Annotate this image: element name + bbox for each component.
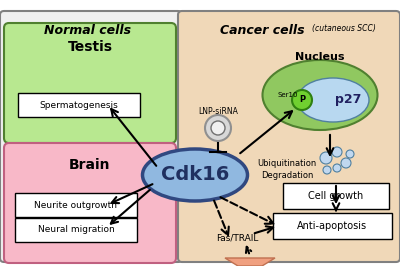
Text: (cutaneous SCC): (cutaneous SCC) bbox=[312, 24, 376, 33]
Ellipse shape bbox=[297, 78, 369, 122]
FancyBboxPatch shape bbox=[273, 213, 392, 239]
Text: p27: p27 bbox=[335, 94, 361, 106]
Text: Ubiquitination: Ubiquitination bbox=[257, 159, 317, 168]
Polygon shape bbox=[225, 258, 275, 266]
Text: Nucleus: Nucleus bbox=[295, 52, 345, 62]
Text: Cancer cells: Cancer cells bbox=[220, 24, 304, 37]
Text: Degradation: Degradation bbox=[261, 171, 313, 180]
FancyBboxPatch shape bbox=[283, 183, 389, 209]
Text: Cdk16: Cdk16 bbox=[161, 165, 229, 185]
Circle shape bbox=[341, 158, 351, 168]
Text: Fas/TRAIL: Fas/TRAIL bbox=[216, 234, 258, 243]
Circle shape bbox=[323, 166, 331, 174]
Circle shape bbox=[346, 150, 354, 158]
Circle shape bbox=[333, 164, 341, 172]
Text: Brain: Brain bbox=[69, 158, 111, 172]
Text: P: P bbox=[299, 95, 305, 105]
Text: Testis: Testis bbox=[68, 40, 112, 54]
Text: Neural migration: Neural migration bbox=[38, 226, 114, 235]
Text: Cell growth: Cell growth bbox=[308, 191, 364, 201]
Text: Spermatogenesis: Spermatogenesis bbox=[40, 101, 118, 110]
Ellipse shape bbox=[142, 149, 248, 201]
Ellipse shape bbox=[262, 60, 378, 130]
FancyBboxPatch shape bbox=[18, 93, 140, 117]
Text: Ser10: Ser10 bbox=[278, 92, 298, 98]
Circle shape bbox=[205, 115, 231, 141]
FancyBboxPatch shape bbox=[15, 193, 137, 217]
FancyBboxPatch shape bbox=[4, 143, 176, 263]
FancyBboxPatch shape bbox=[15, 218, 137, 242]
Text: LNP-siRNA: LNP-siRNA bbox=[198, 107, 238, 117]
FancyBboxPatch shape bbox=[0, 11, 182, 262]
Circle shape bbox=[320, 152, 332, 164]
Text: Anti-apoptosis: Anti-apoptosis bbox=[297, 221, 367, 231]
FancyBboxPatch shape bbox=[178, 11, 400, 262]
Circle shape bbox=[292, 90, 312, 110]
Circle shape bbox=[211, 121, 225, 135]
Text: Normal cells: Normal cells bbox=[44, 24, 132, 37]
Circle shape bbox=[332, 147, 342, 157]
FancyBboxPatch shape bbox=[4, 23, 176, 143]
Text: Neurite outgrowth: Neurite outgrowth bbox=[34, 201, 118, 210]
